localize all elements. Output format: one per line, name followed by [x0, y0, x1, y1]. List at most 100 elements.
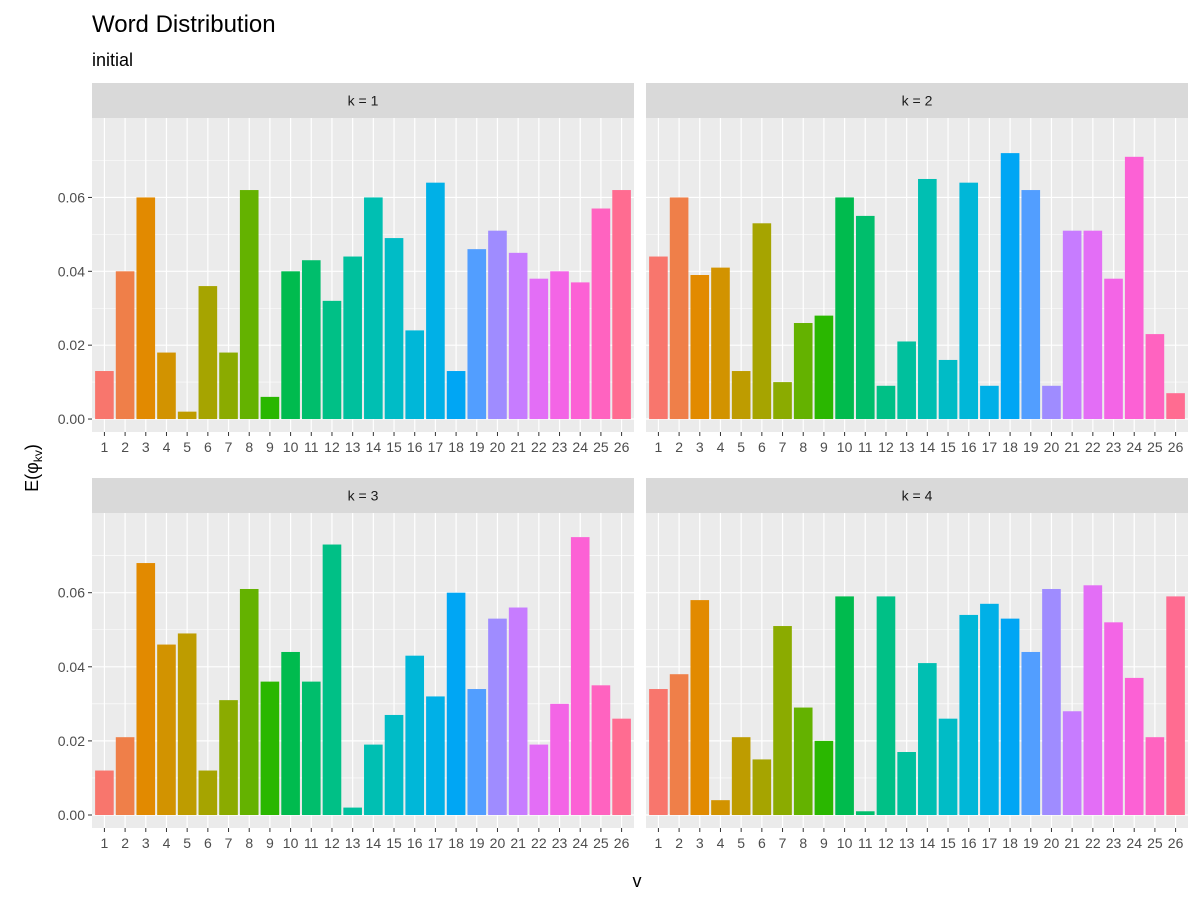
x-tick-label: 21 — [510, 439, 526, 455]
x-tick-label: 11 — [304, 439, 319, 455]
bar-v3 — [690, 275, 710, 420]
x-tick-label: 19 — [1023, 835, 1039, 851]
bar-v3 — [136, 563, 156, 815]
x-tick-label: 20 — [490, 835, 506, 851]
bar-v10 — [835, 197, 854, 420]
x-tick-label: 12 — [324, 439, 340, 455]
bar-v8 — [239, 190, 259, 420]
x-tick-label: 23 — [552, 439, 568, 455]
facet-strip — [92, 83, 634, 118]
facet-panel-k1: k = 10.000.020.040.061 2 3 4 5 6 7 8 9 10 11 12 13 14… — [58, 83, 634, 455]
bar-v21 — [508, 607, 528, 815]
bar-v11 — [301, 260, 321, 420]
x-tick-label: 4 — [163, 439, 171, 455]
x-tick-label: 6 — [204, 439, 212, 455]
bar-v5 — [177, 411, 197, 420]
x-tick-label: 25 — [1147, 439, 1163, 455]
x-tick-label: 21 — [1064, 835, 1080, 851]
x-tick-label: 16 — [407, 835, 423, 851]
bar-v14 — [918, 663, 937, 815]
facet-panel-k2: k = 21 2 3 4 5 6 7 8 9 10 11 12 13 14 15 16 17 18 19 20 21 22… — [646, 83, 1188, 455]
bar-v7 — [773, 382, 792, 420]
bar-v12 — [322, 544, 342, 815]
bar-v23 — [550, 703, 569, 815]
x-tick-label: 23 — [1106, 439, 1122, 455]
bar-v20 — [1042, 588, 1061, 815]
x-tick-label: 7 — [225, 835, 233, 851]
y-tick-label: 0.02 — [58, 733, 85, 749]
bar-v2 — [115, 737, 135, 815]
x-tick-label: 24 — [572, 835, 588, 851]
x-tick-label: 16 — [961, 439, 977, 455]
x-tick-label: 10 — [837, 439, 853, 455]
bar-v22 — [1083, 585, 1103, 815]
bar-v18 — [446, 371, 466, 420]
x-tick-label: 26 — [1168, 835, 1184, 851]
x-tick-label: 1 — [101, 439, 109, 455]
x-tick-label: 18 — [448, 439, 464, 455]
x-tick-label: 1 — [655, 835, 663, 851]
bar-v16 — [959, 182, 979, 420]
x-tick-label: 2 — [121, 439, 129, 455]
y-tick-label: 0.06 — [58, 189, 85, 205]
y-tick-label: 0.00 — [58, 807, 85, 823]
x-tick-label: 3 — [142, 439, 150, 455]
x-tick-label: 17 — [428, 439, 444, 455]
bar-v26 — [612, 718, 631, 815]
bar-v26 — [612, 190, 631, 420]
x-tick-label: 15 — [386, 439, 402, 455]
x-tick-label: 23 — [1106, 835, 1122, 851]
x-tick-label: 11 — [304, 835, 319, 851]
x-tick-label: 3 — [142, 835, 150, 851]
x-tick-label: 22 — [531, 835, 547, 851]
x-tick-label: 24 — [1126, 439, 1142, 455]
x-tick-label: 21 — [510, 835, 526, 851]
x-tick-label: 20 — [1044, 439, 1060, 455]
chart-subtitle: initial — [92, 50, 133, 70]
bar-v21 — [1062, 711, 1082, 815]
x-tick-label: 26 — [614, 439, 630, 455]
bar-v20 — [488, 230, 507, 420]
x-tick-label: 16 — [407, 439, 423, 455]
bar-v15 — [384, 714, 404, 815]
bar-v1 — [95, 770, 114, 815]
bar-v6 — [752, 759, 772, 815]
x-tick-label: 7 — [225, 439, 233, 455]
facet-strip-label: k = 2 — [902, 93, 933, 109]
x-tick-label: 13 — [345, 439, 361, 455]
bar-v22 — [1083, 230, 1103, 420]
bar-v19 — [1021, 190, 1041, 420]
bar-v17 — [426, 696, 445, 815]
facet-strip-label: k = 4 — [902, 488, 933, 504]
bar-v3 — [690, 600, 710, 815]
x-tick-label: 8 — [245, 835, 253, 851]
bar-v7 — [773, 626, 792, 815]
bar-v24 — [570, 537, 590, 815]
y-axis-title-prefix: E( — [22, 474, 42, 492]
y-axis-title-phi: φ — [22, 462, 42, 474]
bar-v5 — [731, 737, 751, 815]
x-tick-label: 15 — [386, 835, 402, 851]
y-axis-title-suffix: ) — [22, 444, 42, 450]
bar-v7 — [219, 700, 238, 815]
bar-v20 — [488, 618, 507, 815]
x-tick-label: 5 — [737, 835, 745, 851]
x-tick-label: 1 — [655, 439, 663, 455]
x-tick-label: 2 — [675, 835, 683, 851]
bar-v16 — [405, 655, 425, 815]
x-tick-label: 4 — [717, 439, 725, 455]
bar-v4 — [711, 267, 730, 420]
x-tick-label: 12 — [878, 835, 894, 851]
x-tick-label: 6 — [758, 835, 766, 851]
bar-v5 — [731, 371, 751, 420]
y-tick-label: 0.04 — [58, 659, 85, 675]
x-tick-label: 9 — [820, 835, 828, 851]
bar-v4 — [157, 352, 176, 420]
chart-title: Word Distribution — [92, 11, 276, 38]
bar-v23 — [1104, 622, 1123, 815]
bar-v15 — [938, 359, 958, 420]
x-tick-label: 5 — [737, 439, 745, 455]
x-tick-label: 8 — [799, 439, 807, 455]
